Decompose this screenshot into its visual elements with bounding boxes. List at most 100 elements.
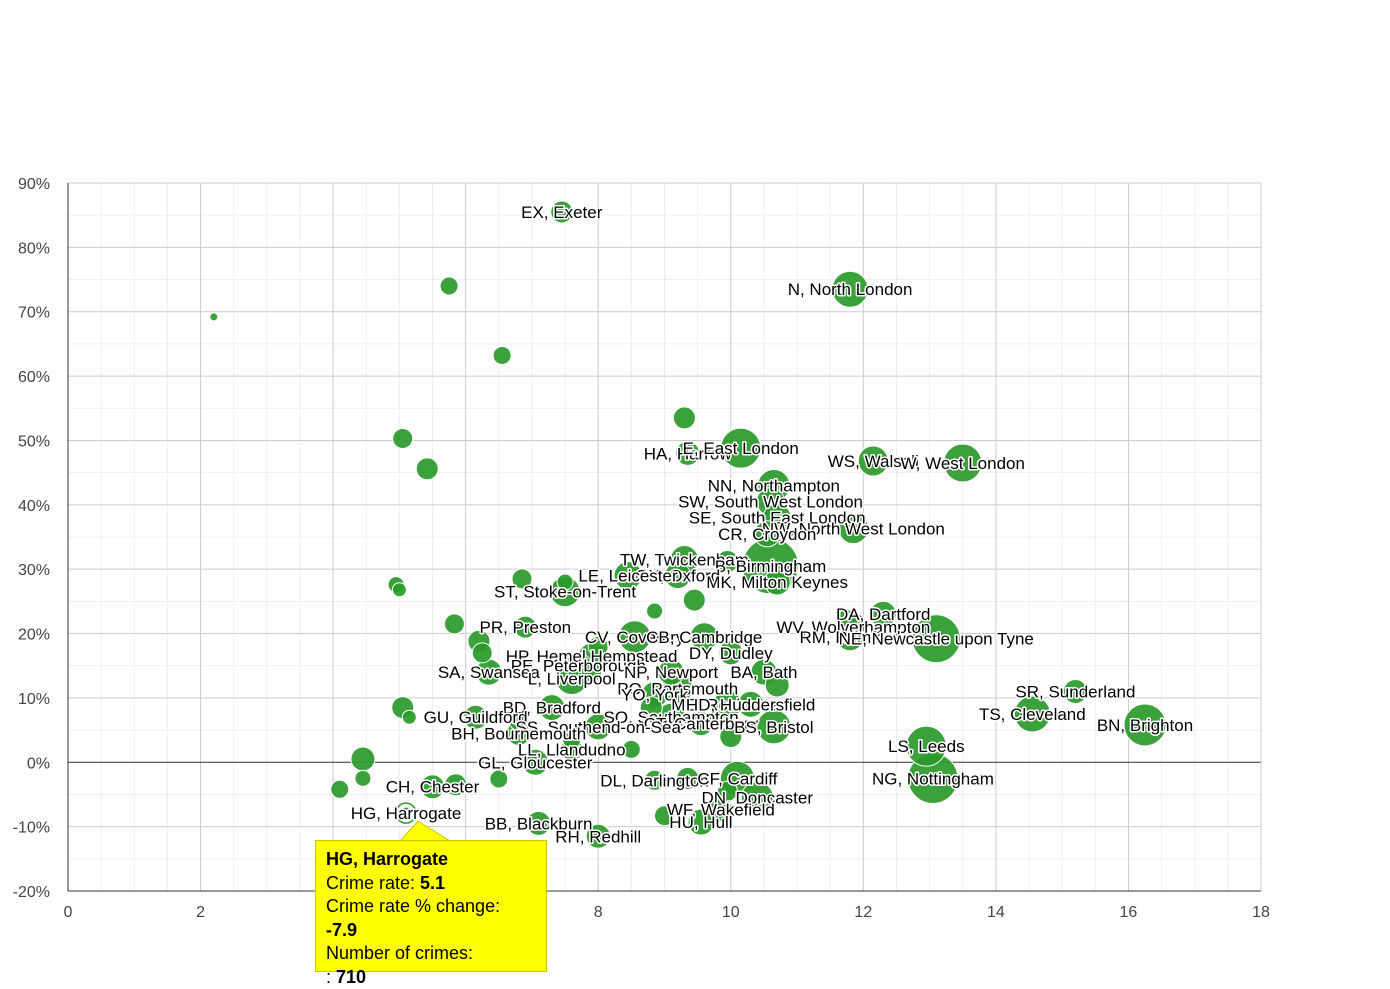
tooltip: HG, Harrogate Crime rate: 5.1 Crime rate… [315, 840, 547, 987]
bubble-label: CF, Cardiff [697, 769, 777, 788]
bubble-label: BD, Bradford [503, 699, 601, 718]
y-tick-label: 40% [18, 498, 50, 515]
bubble [439, 276, 459, 296]
bubble-label: RM, Romford [800, 628, 901, 647]
bubble [718, 640, 744, 666]
bubble [521, 748, 549, 776]
axes [67, 183, 1262, 892]
bubble [444, 773, 468, 797]
bubble-label: HA, Harrow [644, 444, 733, 463]
bubble-label: HP, Hemel Hempstead [506, 647, 678, 666]
bubble-label: SW, South West London [678, 493, 863, 512]
bubble-label: LS, Leeds [888, 737, 965, 756]
bubble [209, 312, 219, 322]
bubble [401, 709, 417, 725]
bubble [330, 779, 350, 799]
x-tick-labels: 024681012141618 [64, 904, 1270, 921]
y-tick-label: 90% [18, 176, 50, 193]
bubble [587, 635, 609, 657]
bubble [689, 622, 719, 652]
x-tick-label: 8 [594, 904, 603, 921]
bubble [763, 568, 791, 596]
bubble [664, 562, 692, 590]
bubble [688, 711, 714, 737]
bubble [654, 805, 675, 827]
bubble [905, 725, 947, 767]
bubble [657, 658, 685, 686]
bubble [508, 709, 530, 731]
bubble [1062, 678, 1088, 704]
bubble [687, 808, 715, 836]
bubble [562, 730, 582, 750]
bubble [837, 513, 869, 545]
bubble [556, 573, 574, 591]
tooltip-count-label: Number of crimes: [326, 943, 474, 963]
tooltip-title: HG, Harrogate [326, 849, 449, 869]
tooltip-count-value: 710 [336, 966, 367, 987]
y-tick-label: 80% [18, 240, 50, 257]
bubble [1013, 695, 1051, 733]
x-tick-label: 14 [987, 904, 1005, 921]
bubble-label: BH, Bournemouth [451, 724, 586, 743]
bubble-label: N, North London [788, 280, 913, 299]
bubble [740, 781, 774, 815]
bubble-label: WV, Wolverhampton [776, 618, 930, 637]
bubble [443, 613, 465, 635]
bubble-label: LL, Llandudno [518, 740, 626, 759]
x-tick-label: 16 [1120, 904, 1138, 921]
bubble [618, 620, 652, 654]
bubble [581, 661, 603, 683]
bubble [392, 428, 414, 450]
y-tick-label: 10% [18, 691, 50, 708]
bubble [526, 810, 552, 836]
bubble-label: BN, Brighton [1097, 716, 1193, 735]
bubble-label: SO, Southampton [604, 708, 739, 727]
y-tick-label: 0% [27, 755, 50, 772]
bubble [585, 823, 611, 849]
bubble-label: PR, Preston [479, 618, 571, 637]
bubble [753, 520, 781, 548]
bubble-label: ME, Rochester [671, 695, 784, 714]
bubble [639, 696, 663, 720]
bubble-label: DY, Dudley [689, 644, 773, 663]
bubble-label: CB, Cambridge [646, 628, 762, 647]
bubble-label: EX, Exeter [521, 203, 603, 222]
bubble [716, 780, 738, 802]
bubble [715, 549, 739, 573]
bubble [415, 457, 439, 481]
bubble [911, 614, 961, 664]
bubble-label: GL, Gloucester [478, 753, 593, 772]
y-tick-label: -20% [13, 884, 50, 901]
y-tick-label: 70% [18, 305, 50, 322]
bubble [831, 270, 869, 308]
tooltip-arrow [398, 820, 452, 842]
x-tick-label: 0 [64, 904, 73, 921]
x-tick-label: 2 [196, 904, 205, 921]
bubble-label: SA, Swansea [438, 663, 541, 682]
tooltip-rate-label: Crime rate: [326, 872, 416, 893]
bubble [538, 694, 566, 722]
bubble-label: PE, Peterborough [511, 657, 646, 676]
bubble [471, 642, 493, 664]
tooltip-rate-value: 5.1 [420, 872, 446, 893]
bubble-label: HG, Harrogate [351, 804, 462, 823]
bubble-label: NW, North West London [762, 520, 945, 539]
tooltip-pointer [398, 820, 452, 842]
bubble-label: DL, Darlington [600, 771, 709, 790]
bubble-label: LE, Leicester [578, 567, 678, 586]
bubble [646, 602, 664, 620]
y-tick-label: 30% [18, 562, 50, 579]
bubble-label: NE, Newcastle upon Tyne [839, 630, 1034, 649]
bubble-label: HU, Hull [669, 813, 732, 832]
bubble-label: NN, Northampton [708, 477, 840, 496]
bubble-label: BB, Blackburn [485, 814, 593, 833]
bubble [350, 746, 376, 772]
bubble [511, 568, 533, 590]
bubble-label: WS, Walsall [828, 452, 919, 471]
bubble [621, 739, 641, 759]
bubble-label: PO, Portsmouth [617, 679, 738, 698]
bubble-label: BA, Bath [730, 663, 797, 682]
bubble [720, 427, 762, 469]
